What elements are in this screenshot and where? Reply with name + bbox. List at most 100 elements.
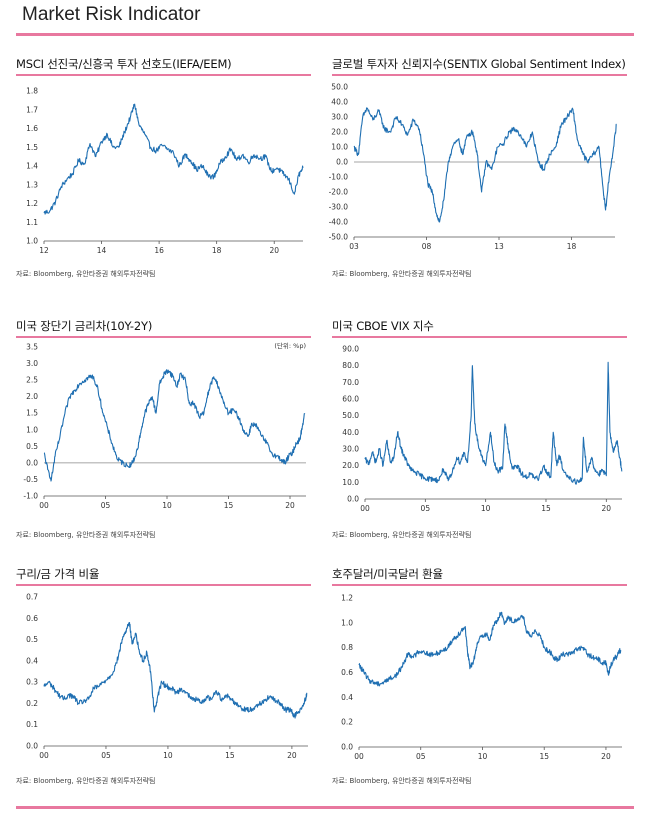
y-tick-label: 0.7 bbox=[26, 593, 38, 602]
y-tick-label: 0.5 bbox=[26, 635, 38, 644]
y-tick-label: 0.0 bbox=[26, 458, 38, 467]
page-title: Market Risk Indicator bbox=[22, 4, 201, 25]
chart-title: 미국 CBOE VIX 지수 bbox=[332, 319, 434, 333]
chart-source: 자료: Bloomberg, 유안타증권 해외투자전략팀 bbox=[16, 270, 156, 278]
chart-sentix: -50.0 -40.0 -30.0 -20.0 -10.0 0.0 10.0 20.0 30.0… bbox=[329, 83, 617, 251]
y-tick-label: 90.0 bbox=[342, 345, 359, 354]
y-tick-label: 1.6 bbox=[26, 124, 38, 133]
x-tick-label: 00 bbox=[354, 752, 364, 761]
y-tick-label: 0.6 bbox=[26, 614, 38, 623]
chart-source: 자료: Bloomberg, 유안타증권 해외투자전략팀 bbox=[16, 531, 156, 539]
y-tick-label: 0.6 bbox=[341, 668, 353, 677]
y-tick-label: 0.5 bbox=[26, 442, 38, 451]
chart-source: 자료: Bloomberg, 유안타증권 해외투자전략팀 bbox=[332, 270, 472, 278]
x-tick-label: 03 bbox=[349, 242, 359, 251]
y-tick-label: 70.0 bbox=[342, 378, 359, 387]
y-tick-label: 2.0 bbox=[26, 392, 38, 401]
y-tick-label: 0.0 bbox=[347, 495, 359, 504]
y-tick-label: 1.0 bbox=[341, 618, 353, 627]
y-tick-label: -20.0 bbox=[329, 188, 349, 197]
y-tick-label: -30.0 bbox=[329, 203, 349, 212]
series-line bbox=[43, 621, 308, 719]
y-tick-label: 0.1 bbox=[26, 720, 38, 729]
x-tick-label: 16 bbox=[154, 246, 164, 255]
y-tick-label: 10.0 bbox=[342, 478, 359, 487]
x-tick-label: 20 bbox=[602, 504, 612, 513]
y-tick-label: 0.4 bbox=[26, 656, 38, 665]
x-tick-label: 20 bbox=[269, 246, 279, 255]
x-tick-label: 10 bbox=[162, 501, 172, 510]
y-tick-label: 80.0 bbox=[342, 361, 359, 370]
chart-source: 자료: Bloomberg, 유안타증권 해외투자전략팀 bbox=[332, 531, 472, 539]
unit-label: (단위: %p) bbox=[274, 341, 306, 350]
y-tick-label: 40.0 bbox=[342, 428, 359, 437]
chart-title: 미국 장단기 금리차(10Y-2Y) bbox=[16, 319, 153, 333]
y-tick-label: 1.8 bbox=[26, 87, 38, 96]
y-tick-label: 1.7 bbox=[26, 105, 38, 114]
chart-source: 자료: Bloomberg, 유안타증권 해외투자전략팀 bbox=[16, 777, 156, 785]
x-tick-label: 13 bbox=[494, 242, 504, 251]
y-tick-label: 0.4 bbox=[341, 693, 353, 702]
y-tick-label: 1.0 bbox=[26, 237, 38, 246]
panel-rule bbox=[16, 336, 311, 338]
y-tick-label: 1.3 bbox=[26, 180, 38, 189]
bottom-rule bbox=[16, 806, 634, 809]
y-tick-label: -40.0 bbox=[329, 218, 349, 227]
x-tick-label: 05 bbox=[101, 751, 111, 760]
panel-rule bbox=[16, 584, 311, 586]
x-tick-label: 14 bbox=[97, 246, 107, 255]
chart-yield: -1.0 -0.5 0.0 0.5 1.0 1.5 2.0 2.5 3.0 3.5 00 05 10 15… bbox=[23, 341, 306, 510]
chart-msci: 1.0 1.1 1.2 1.3 1.4 1.5 1.6 1.7 1.8 12 14 16 18 20 bbox=[26, 87, 304, 255]
y-tick-label: 30.0 bbox=[342, 445, 359, 454]
y-tick-label: 20.0 bbox=[342, 461, 359, 470]
y-tick-label: -10.0 bbox=[329, 173, 349, 182]
x-tick-label: 00 bbox=[39, 751, 49, 760]
y-tick-label: 1.1 bbox=[26, 218, 38, 227]
y-tick-label: 1.5 bbox=[26, 409, 38, 418]
y-tick-label: 0.2 bbox=[341, 718, 353, 727]
y-tick-label: 10.0 bbox=[331, 143, 348, 152]
y-tick-label: -0.5 bbox=[23, 475, 38, 484]
x-tick-label: 15 bbox=[225, 751, 235, 760]
x-tick-label: 20 bbox=[287, 751, 297, 760]
y-tick-label: 2.5 bbox=[26, 376, 38, 385]
y-tick-label: 3.0 bbox=[26, 359, 38, 368]
panel-rule bbox=[332, 336, 627, 338]
x-tick-label: 00 bbox=[360, 504, 370, 513]
x-tick-label: 10 bbox=[163, 751, 173, 760]
y-tick-label: 50.0 bbox=[342, 411, 359, 420]
x-tick-label: 20 bbox=[285, 501, 295, 510]
y-tick-label: 1.0 bbox=[26, 425, 38, 434]
x-tick-label: 05 bbox=[416, 752, 426, 761]
x-tick-label: 10 bbox=[481, 504, 491, 513]
chart-title: MSCI 선진국/신흥국 투자 선호도(IEFA/EEM) bbox=[16, 57, 232, 71]
chart-aud: 0.0 0.2 0.4 0.6 0.8 1.0 1.2 00 05 10 15 20 bbox=[341, 594, 622, 761]
y-tick-label: 30.0 bbox=[331, 113, 348, 122]
panel-rule bbox=[332, 584, 627, 586]
y-tick-label: 0.0 bbox=[26, 742, 38, 751]
panel-rule bbox=[16, 74, 311, 76]
y-tick-label: 3.5 bbox=[26, 343, 38, 352]
y-tick-label: -1.0 bbox=[23, 492, 38, 501]
x-tick-label: 08 bbox=[422, 242, 432, 251]
chart-vix: 0.0 10.0 20.0 30.0 40.0 50.0 60.0 70.0 80.0 90.0 0… bbox=[342, 345, 623, 513]
y-tick-label: 0.3 bbox=[26, 678, 38, 687]
y-tick-label: 0.0 bbox=[341, 743, 353, 752]
y-tick-label: 1.2 bbox=[26, 199, 38, 208]
x-tick-label: 05 bbox=[421, 504, 431, 513]
y-tick-label: 1.5 bbox=[26, 143, 38, 152]
series-line bbox=[358, 611, 622, 687]
x-tick-label: 15 bbox=[224, 501, 234, 510]
chart-title: 글로벌 투자자 신뢰지수(SENTIX Global Sentiment Ind… bbox=[332, 57, 626, 71]
y-tick-label: 20.0 bbox=[331, 128, 348, 137]
x-tick-label: 10 bbox=[478, 752, 488, 761]
x-tick-label: 15 bbox=[541, 504, 551, 513]
x-tick-label: 15 bbox=[539, 752, 549, 761]
y-tick-label: 40.0 bbox=[331, 98, 348, 107]
series-line bbox=[43, 103, 304, 215]
y-tick-label: 0.0 bbox=[336, 158, 348, 167]
chart-title: 호주달러/미국달러 환율 bbox=[332, 567, 443, 581]
x-tick-label: 20 bbox=[601, 752, 611, 761]
x-tick-label: 18 bbox=[212, 246, 222, 255]
y-tick-label: 1.2 bbox=[341, 594, 353, 603]
